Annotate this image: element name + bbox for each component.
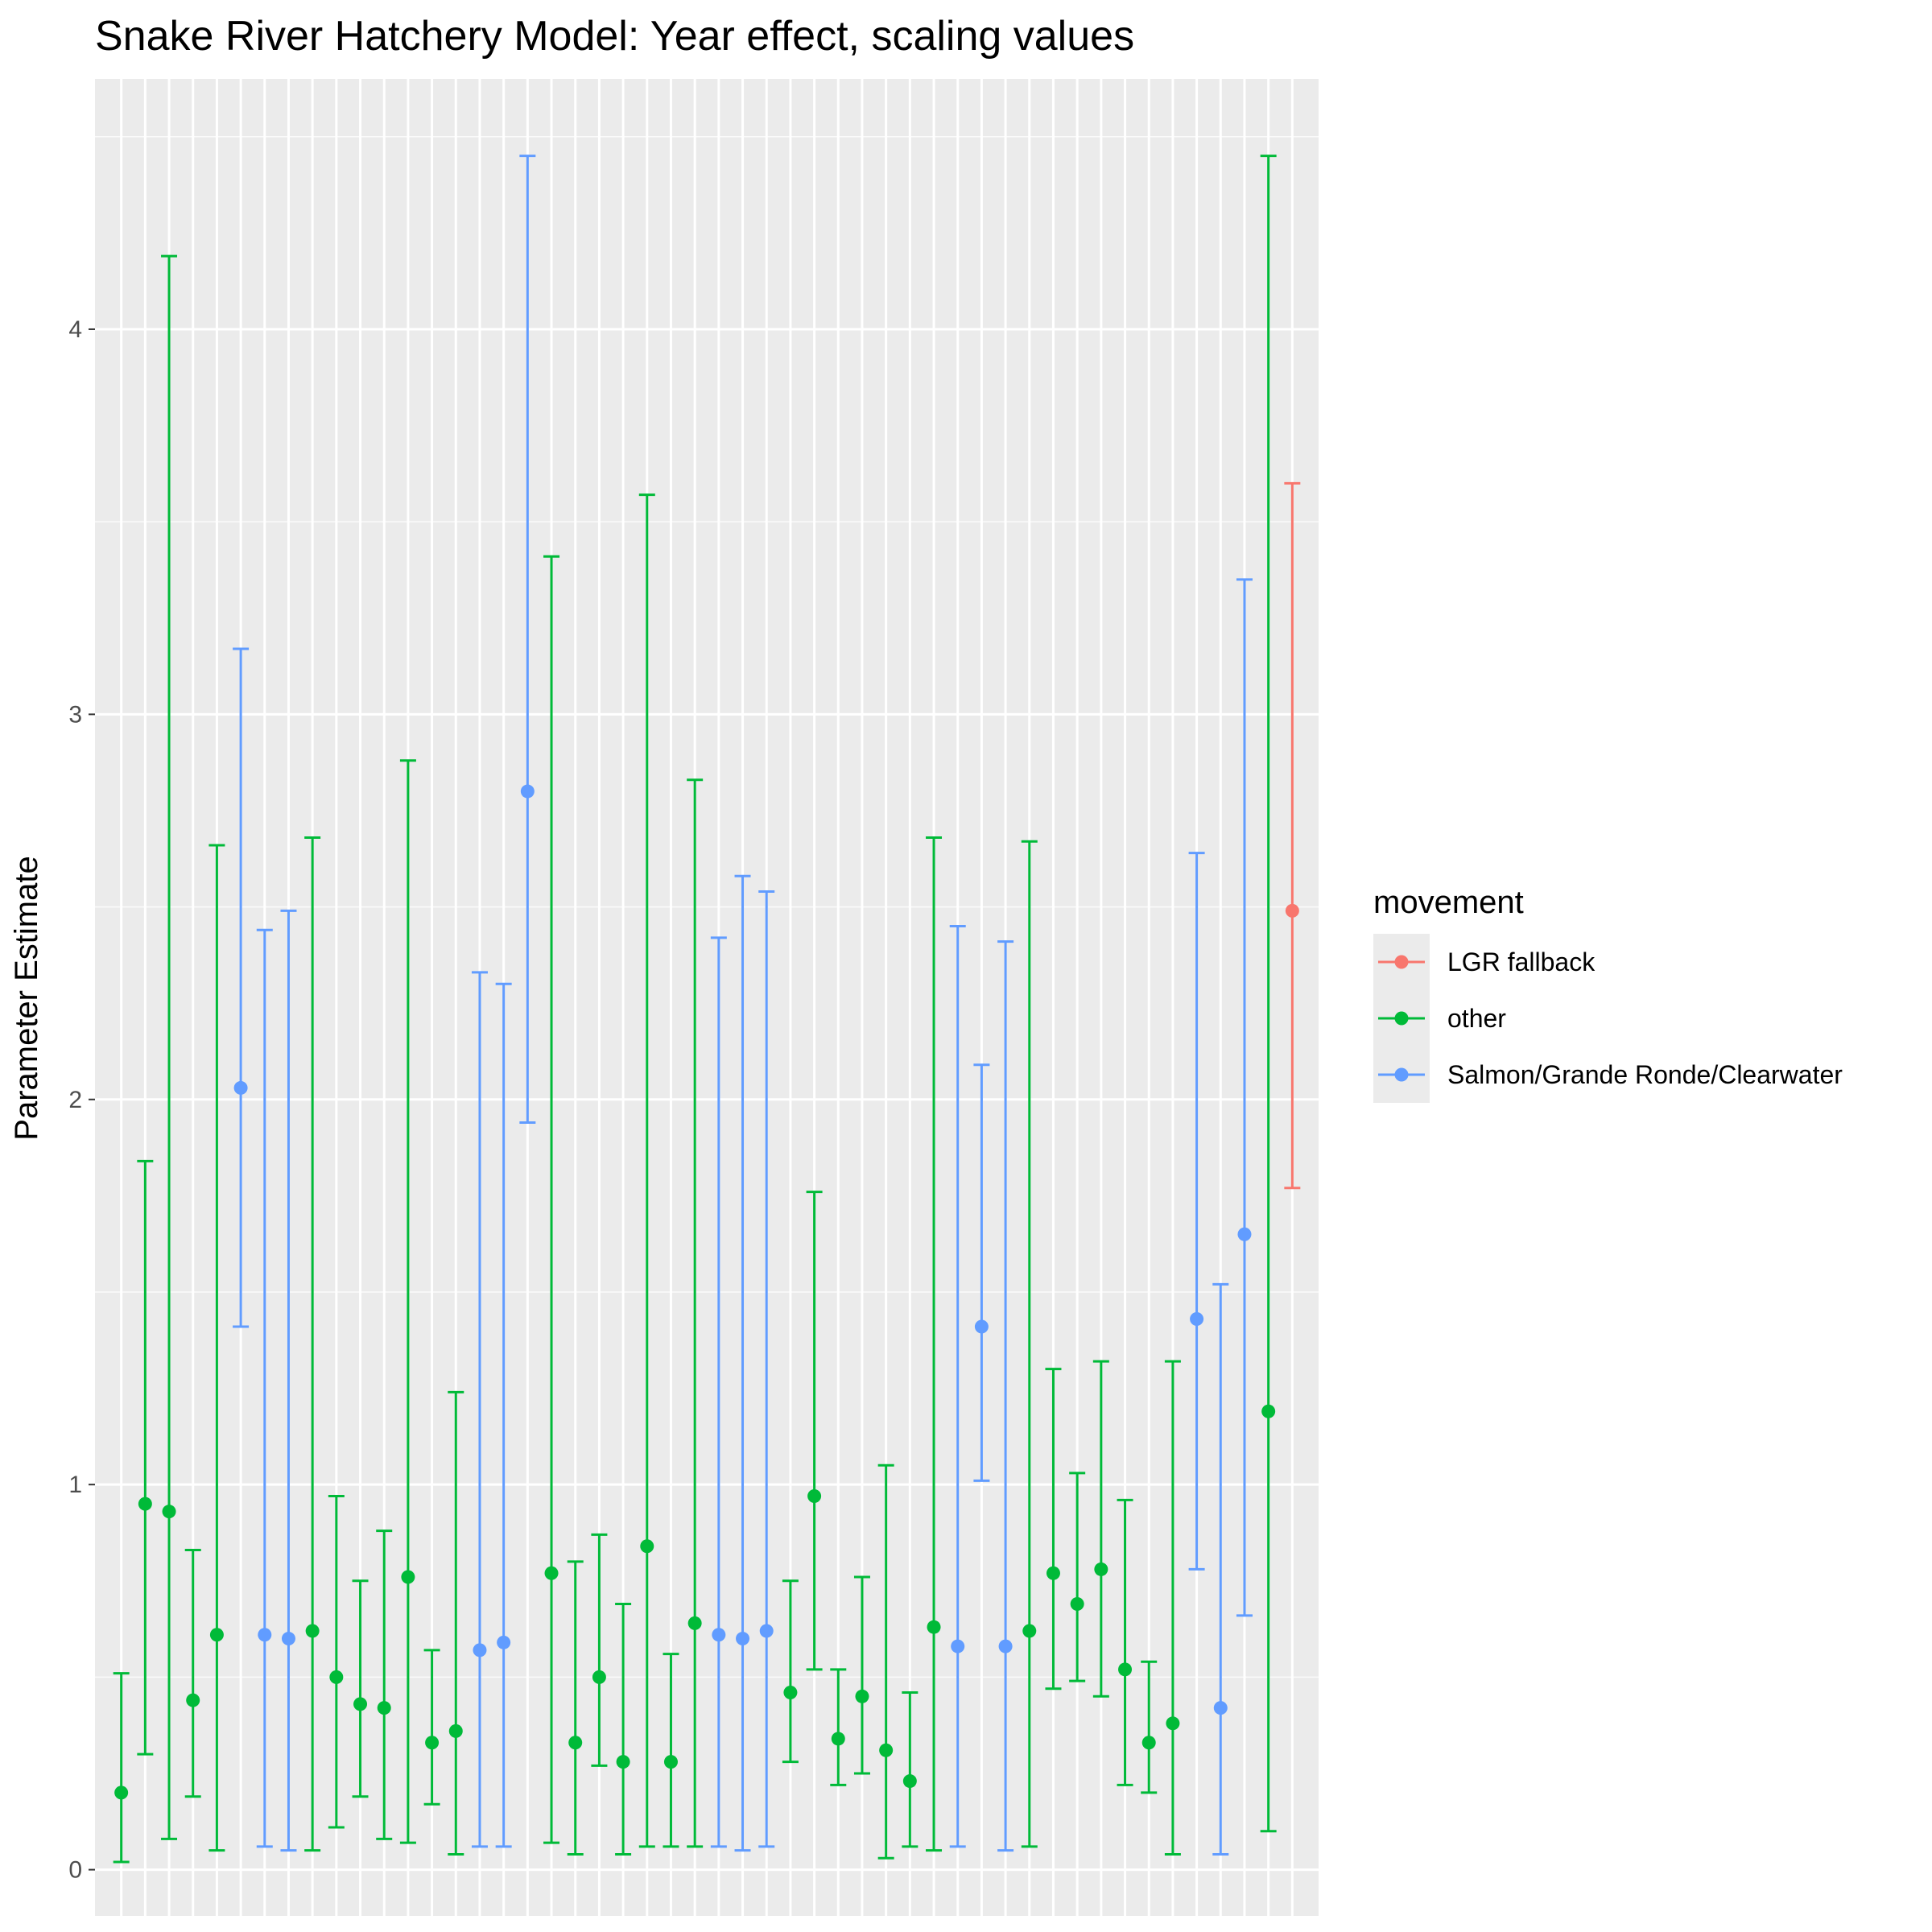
data-point	[1070, 1596, 1084, 1611]
data-point	[855, 1689, 869, 1703]
data-point	[377, 1701, 391, 1715]
legend-entry-label: LGR fallback	[1447, 947, 1596, 976]
legend-entry-label: other	[1447, 1004, 1506, 1033]
data-point	[258, 1628, 272, 1642]
data-marks	[113, 155, 1301, 1864]
data-point	[353, 1697, 368, 1711]
grid-minor	[95, 136, 1319, 1678]
chart-title: Snake River Hatchery Model: Year effect,…	[95, 13, 1134, 60]
data-point	[831, 1732, 845, 1746]
data-point	[759, 1624, 774, 1638]
legend-title: movement	[1373, 885, 1524, 920]
data-point	[592, 1670, 606, 1684]
data-point	[640, 1539, 654, 1554]
legend-key-point	[1394, 1011, 1409, 1026]
plot-panel	[95, 79, 1319, 1916]
data-point	[1261, 1404, 1276, 1418]
data-point	[401, 1570, 415, 1584]
y-tick-label: 2	[68, 1087, 82, 1113]
data-point	[1094, 1562, 1108, 1576]
data-point	[736, 1632, 750, 1646]
data-point	[568, 1736, 583, 1750]
data-point	[1237, 1227, 1252, 1241]
y-axis: 0 1 2 3 4	[68, 316, 95, 1884]
data-point	[1166, 1716, 1180, 1731]
y-tick-label: 0	[68, 1857, 82, 1884]
data-point	[663, 1755, 678, 1769]
data-point	[305, 1624, 320, 1638]
data-point	[927, 1620, 941, 1634]
data-point	[1213, 1701, 1228, 1715]
legend-key-point	[1394, 1067, 1409, 1082]
data-point	[162, 1505, 176, 1519]
data-point	[473, 1643, 487, 1657]
data-point	[616, 1755, 630, 1769]
y-tick-label: 4	[68, 316, 82, 343]
data-point	[186, 1693, 200, 1707]
data-point	[687, 1616, 702, 1630]
data-point	[114, 1785, 129, 1800]
y-tick-label: 1	[68, 1472, 82, 1498]
data-point	[807, 1489, 822, 1504]
legend: movement LGR fallback other Salmon/Grande …	[1373, 885, 1843, 1103]
data-point	[329, 1670, 344, 1684]
data-point	[425, 1736, 440, 1750]
data-point	[1285, 903, 1299, 918]
data-point	[783, 1686, 798, 1700]
legend-key-point	[1394, 955, 1409, 969]
data-point	[879, 1743, 894, 1757]
data-point	[520, 784, 535, 799]
data-point	[951, 1639, 965, 1653]
data-point	[902, 1774, 917, 1789]
data-point	[209, 1628, 224, 1642]
data-point	[998, 1639, 1013, 1653]
data-point	[1118, 1662, 1133, 1677]
data-point	[497, 1635, 511, 1649]
data-point	[1141, 1736, 1156, 1750]
y-tick-label: 3	[68, 701, 82, 728]
legend-entry-label: Salmon/Grande Ronde/Clearwater	[1447, 1060, 1843, 1089]
data-point	[448, 1724, 463, 1738]
data-point	[281, 1632, 295, 1646]
data-point	[1046, 1566, 1060, 1580]
y-axis-label: Parameter Estimate	[9, 856, 44, 1140]
data-point	[138, 1496, 152, 1511]
data-point	[544, 1566, 559, 1580]
data-point	[974, 1319, 989, 1334]
data-point	[1022, 1624, 1037, 1638]
data-point	[233, 1080, 248, 1095]
data-point	[712, 1628, 726, 1642]
data-point	[1190, 1311, 1204, 1326]
